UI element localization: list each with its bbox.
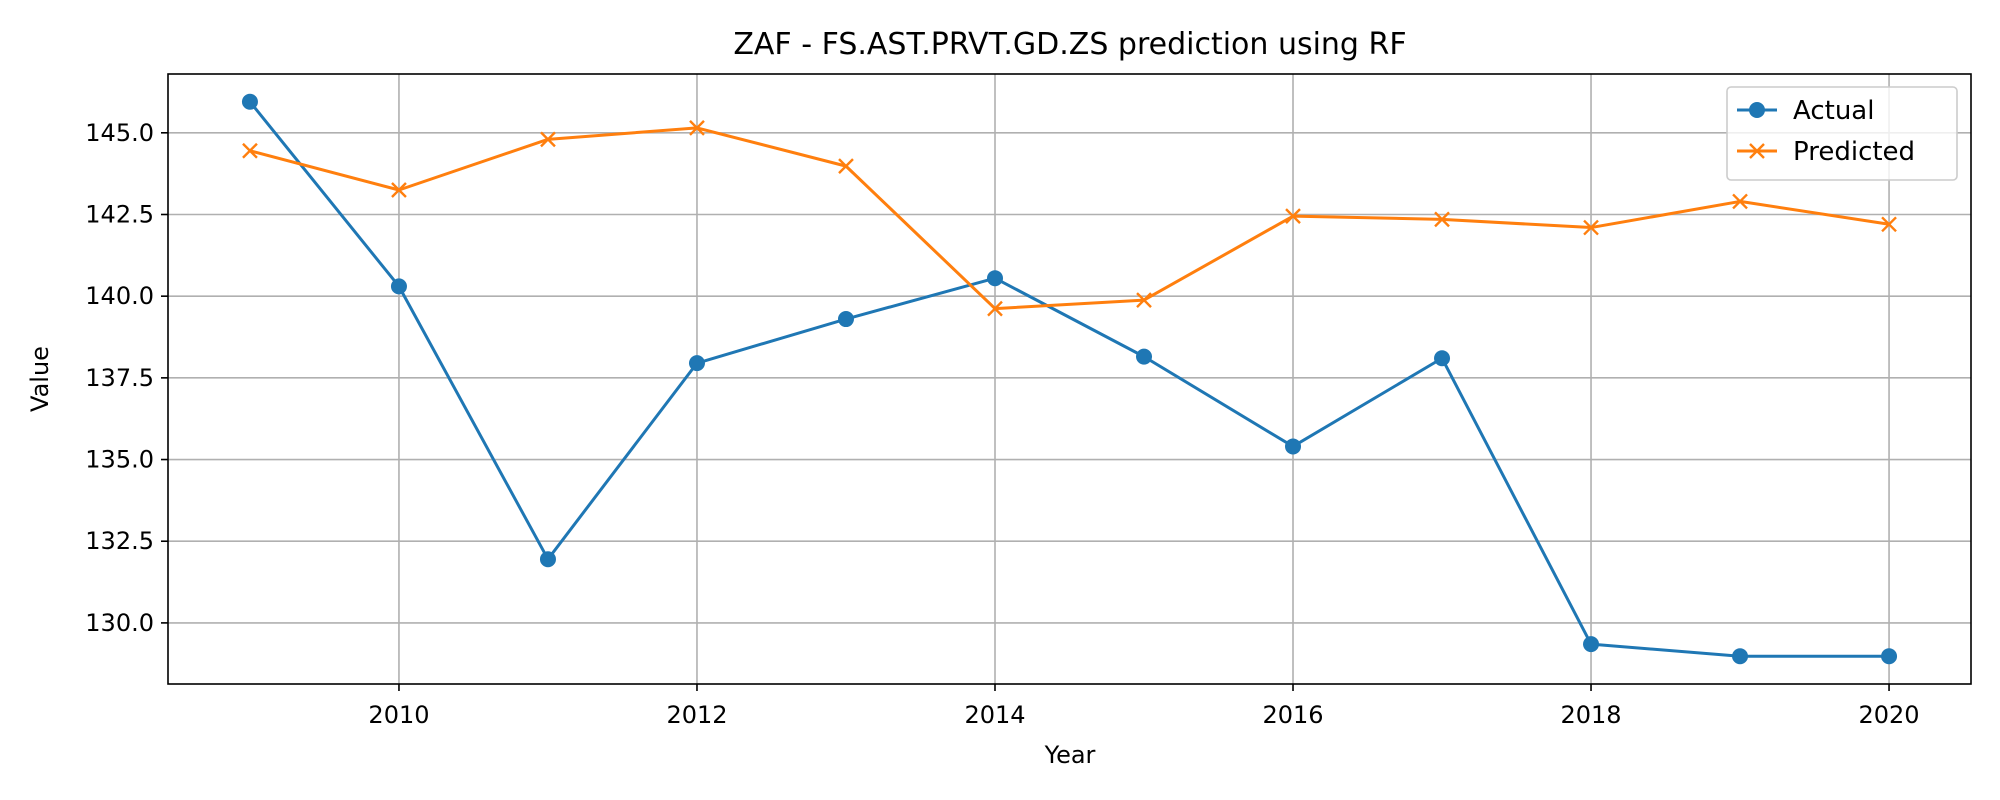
x-tick-label: 2010 [368, 701, 429, 729]
actual-point [1136, 348, 1153, 365]
chart-title: ZAF - FS.AST.PRVT.GD.ZS prediction using… [733, 27, 1406, 62]
series-predicted [242, 120, 1897, 317]
legend: Actual Predicted [1726, 86, 1958, 181]
predicted-line [249, 126, 1890, 311]
predicted-point [1285, 208, 1301, 224]
predicted-point [987, 300, 1003, 317]
y-tick-label: 130.0 [85, 609, 154, 637]
actual-point [837, 311, 854, 328]
predicted-point [1136, 292, 1152, 308]
series-actual [241, 93, 1898, 665]
ticks: 2010 2012 2014 2016 2018 2020 130.0 132.5 135.0 1… [85, 119, 1919, 729]
predicted-point [391, 182, 407, 198]
legend-actual-label: Actual [1793, 96, 1874, 126]
legend-predicted-marker [1749, 143, 1765, 159]
y-tick-label: 135.0 [85, 446, 154, 474]
legend-box [1726, 86, 1958, 181]
actual-point [539, 551, 556, 568]
x-tick-label: 2020 [1859, 701, 1920, 729]
actual-point [241, 93, 258, 110]
actual-point [1732, 648, 1749, 665]
plot-frame [167, 73, 1972, 685]
predicted-point [1881, 216, 1897, 233]
predicted-point [689, 120, 705, 136]
actual-point [1285, 438, 1302, 455]
actual-line [248, 100, 1890, 658]
actual-point [390, 278, 407, 295]
y-axis-title: Value [26, 346, 54, 412]
y-tick-label: 132.5 [85, 527, 154, 555]
y-tick-label: 137.5 [85, 364, 154, 392]
actual-point [986, 270, 1003, 287]
x-tick-label: 2016 [1262, 701, 1323, 729]
x-tick-label: 2018 [1560, 701, 1621, 729]
x-tick-label: 2012 [666, 701, 727, 729]
legend-predicted-label: Predicted [1793, 137, 1915, 167]
series-layer [241, 93, 1898, 665]
predicted-point [242, 142, 258, 159]
predicted-point [1583, 219, 1599, 236]
predicted-point [1732, 193, 1748, 210]
actual-point [1583, 636, 1600, 653]
legend-actual-marker [1749, 102, 1765, 118]
y-tick-label: 140.0 [85, 282, 154, 310]
predicted-point [1434, 211, 1450, 228]
y-tick-label: 145.0 [85, 119, 154, 147]
actual-point [688, 355, 705, 372]
y-tick-label: 142.5 [85, 200, 154, 228]
x-axis-title: Year [1044, 741, 1096, 769]
actual-point [1881, 648, 1898, 665]
actual-point [1434, 350, 1451, 367]
x-tick-label: 2014 [964, 701, 1025, 729]
predicted-point [540, 131, 556, 148]
predicted-point [838, 158, 854, 174]
